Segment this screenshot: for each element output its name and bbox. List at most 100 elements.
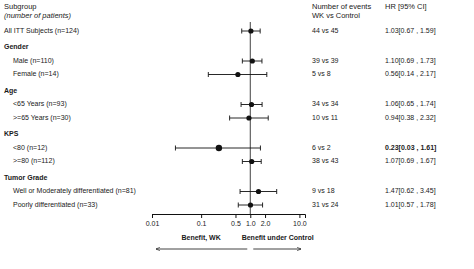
tick: 1.0 <box>246 214 256 227</box>
events-label: 39 vs 39 <box>312 57 339 64</box>
tick-mark <box>201 214 202 218</box>
point-estimate <box>249 102 254 107</box>
annotation: Benefit, WK <box>181 234 220 242</box>
hr-label: 0.56[0.14 , 2.17] <box>385 70 436 78</box>
tick-label: 10.0 <box>293 220 307 227</box>
ci-cap-low <box>242 159 243 164</box>
tick-label: 0.1 <box>197 220 207 227</box>
hr-label: 1.06[0.65 , 1.74] <box>385 100 436 108</box>
events-label: 9 vs 18 <box>312 187 335 194</box>
x-axis: 0.01 0.1 0.5 1.0 2.0 10.0 <box>146 214 307 227</box>
ci-row <box>241 102 262 107</box>
ci-cap-high <box>268 116 269 121</box>
ci-row <box>230 115 269 120</box>
events-label: 5 vs 8 <box>312 70 331 77</box>
events-label: 31 vs 24 <box>312 201 339 208</box>
column-header: WK vs Control <box>312 11 360 20</box>
ci-cap-high <box>261 59 262 64</box>
ci-row <box>238 202 262 207</box>
events-label: 38 vs 43 <box>312 157 339 164</box>
ci-cap-high <box>276 189 277 194</box>
point-estimate <box>235 72 240 77</box>
row-label: <80 (n=12) <box>13 144 47 152</box>
ci-cap-low <box>229 116 230 121</box>
ci-row <box>242 159 261 164</box>
ci-cap-high <box>262 203 263 208</box>
row-label: Tumor Grade <box>4 174 48 181</box>
ci-cap-low <box>208 72 209 77</box>
tick-mark <box>299 214 300 218</box>
ci-cap-low <box>241 102 242 107</box>
point-estimate <box>249 159 254 164</box>
row-label: Poorly differentiated (n=33) <box>13 201 98 209</box>
ci-row <box>242 58 262 63</box>
ci-cap-low <box>238 203 239 208</box>
column-header: Subgroup <box>4 2 37 11</box>
column-header: (number of patients) <box>4 11 72 20</box>
row-label: All ITT Subjects (n=124) <box>4 27 79 35</box>
hr-label: 0.94[0.38 , 2.32] <box>385 114 436 122</box>
tick-label: 1.0 <box>246 220 256 227</box>
hr-label: 1.10[0.69 , 1.73] <box>385 57 436 65</box>
hr-label: 1.47[0.62 , 3.45] <box>385 187 436 195</box>
plot-area <box>175 22 276 214</box>
column-header: Number of events <box>312 2 371 11</box>
ci-row <box>242 28 260 33</box>
events-label: 44 vs 45 <box>312 27 339 34</box>
ci-row <box>175 145 260 151</box>
ci-cap-high <box>266 72 267 77</box>
hr-label: 0.23[0.03 , 1.61] <box>385 144 436 152</box>
row-texts: All ITT Subjects (n=124) 44 vs 45 1.03[0.6… <box>4 27 436 209</box>
row-label: Male (n=110) <box>13 57 54 65</box>
ci-cap-low <box>242 59 243 64</box>
chart: Subgroup(number of patients) Number of ev… <box>0 0 474 269</box>
ci-cap-high <box>260 29 261 34</box>
row-label: Female (n=14) <box>13 70 59 78</box>
point-estimate <box>248 202 253 207</box>
annotations: Benefit, WK Benefit under Control <box>181 234 313 242</box>
point-estimate <box>216 145 222 151</box>
ci-cap-low <box>240 189 241 194</box>
column-headers: Subgroup(number of patients) Number of ev… <box>4 2 427 20</box>
hr-label: 1.03[0.67 , 1.59] <box>385 27 436 35</box>
ci-cap-high <box>260 146 261 151</box>
events-label: 10 vs 11 <box>312 114 338 121</box>
tick-label: 0.01 <box>146 220 160 227</box>
row-label: Well or Moderately differentiated (n=81) <box>13 187 136 195</box>
tick: 0.01 <box>146 214 160 227</box>
tick: 0.5 <box>231 214 241 227</box>
row-label: KPS <box>4 130 19 137</box>
events-label: 34 vs 34 <box>312 100 339 107</box>
row-label: Age <box>4 87 17 95</box>
tick-mark <box>152 214 153 218</box>
point-estimate <box>248 28 253 33</box>
tick-mark <box>265 214 266 218</box>
ci-cap-low <box>241 29 242 34</box>
tick-mark <box>235 214 236 218</box>
arrow <box>156 249 247 250</box>
column-header: HR [95% CI] <box>385 2 427 11</box>
tick: 0.1 <box>197 214 207 227</box>
arrow <box>253 249 301 250</box>
axis-line <box>153 215 306 219</box>
ci-row <box>240 189 277 194</box>
ci-cap-high <box>262 102 263 107</box>
tick: 10.0 <box>293 214 307 227</box>
row-label: Gender <box>4 43 29 50</box>
row-label: >=65 Years (n=30) <box>13 114 71 122</box>
events-label: 6 vs 2 <box>312 144 331 151</box>
tick-label: 0.5 <box>231 220 241 227</box>
tick-mark <box>250 214 251 218</box>
point-estimate <box>250 58 255 63</box>
tick: 2.0 <box>261 214 271 227</box>
row-label: >=80 (n=112) <box>13 157 55 165</box>
tick-label: 2.0 <box>261 220 271 227</box>
point-estimate <box>246 115 251 120</box>
row-label: <65 Years (n=93) <box>13 100 67 108</box>
ci-row <box>208 72 266 77</box>
ci-cap-high <box>261 159 262 164</box>
annotation: Benefit under Control <box>242 234 314 241</box>
hr-label: 1.01[0.57 , 1.78] <box>385 201 436 209</box>
point-estimate <box>256 189 261 194</box>
ci-cap-low <box>175 146 176 151</box>
